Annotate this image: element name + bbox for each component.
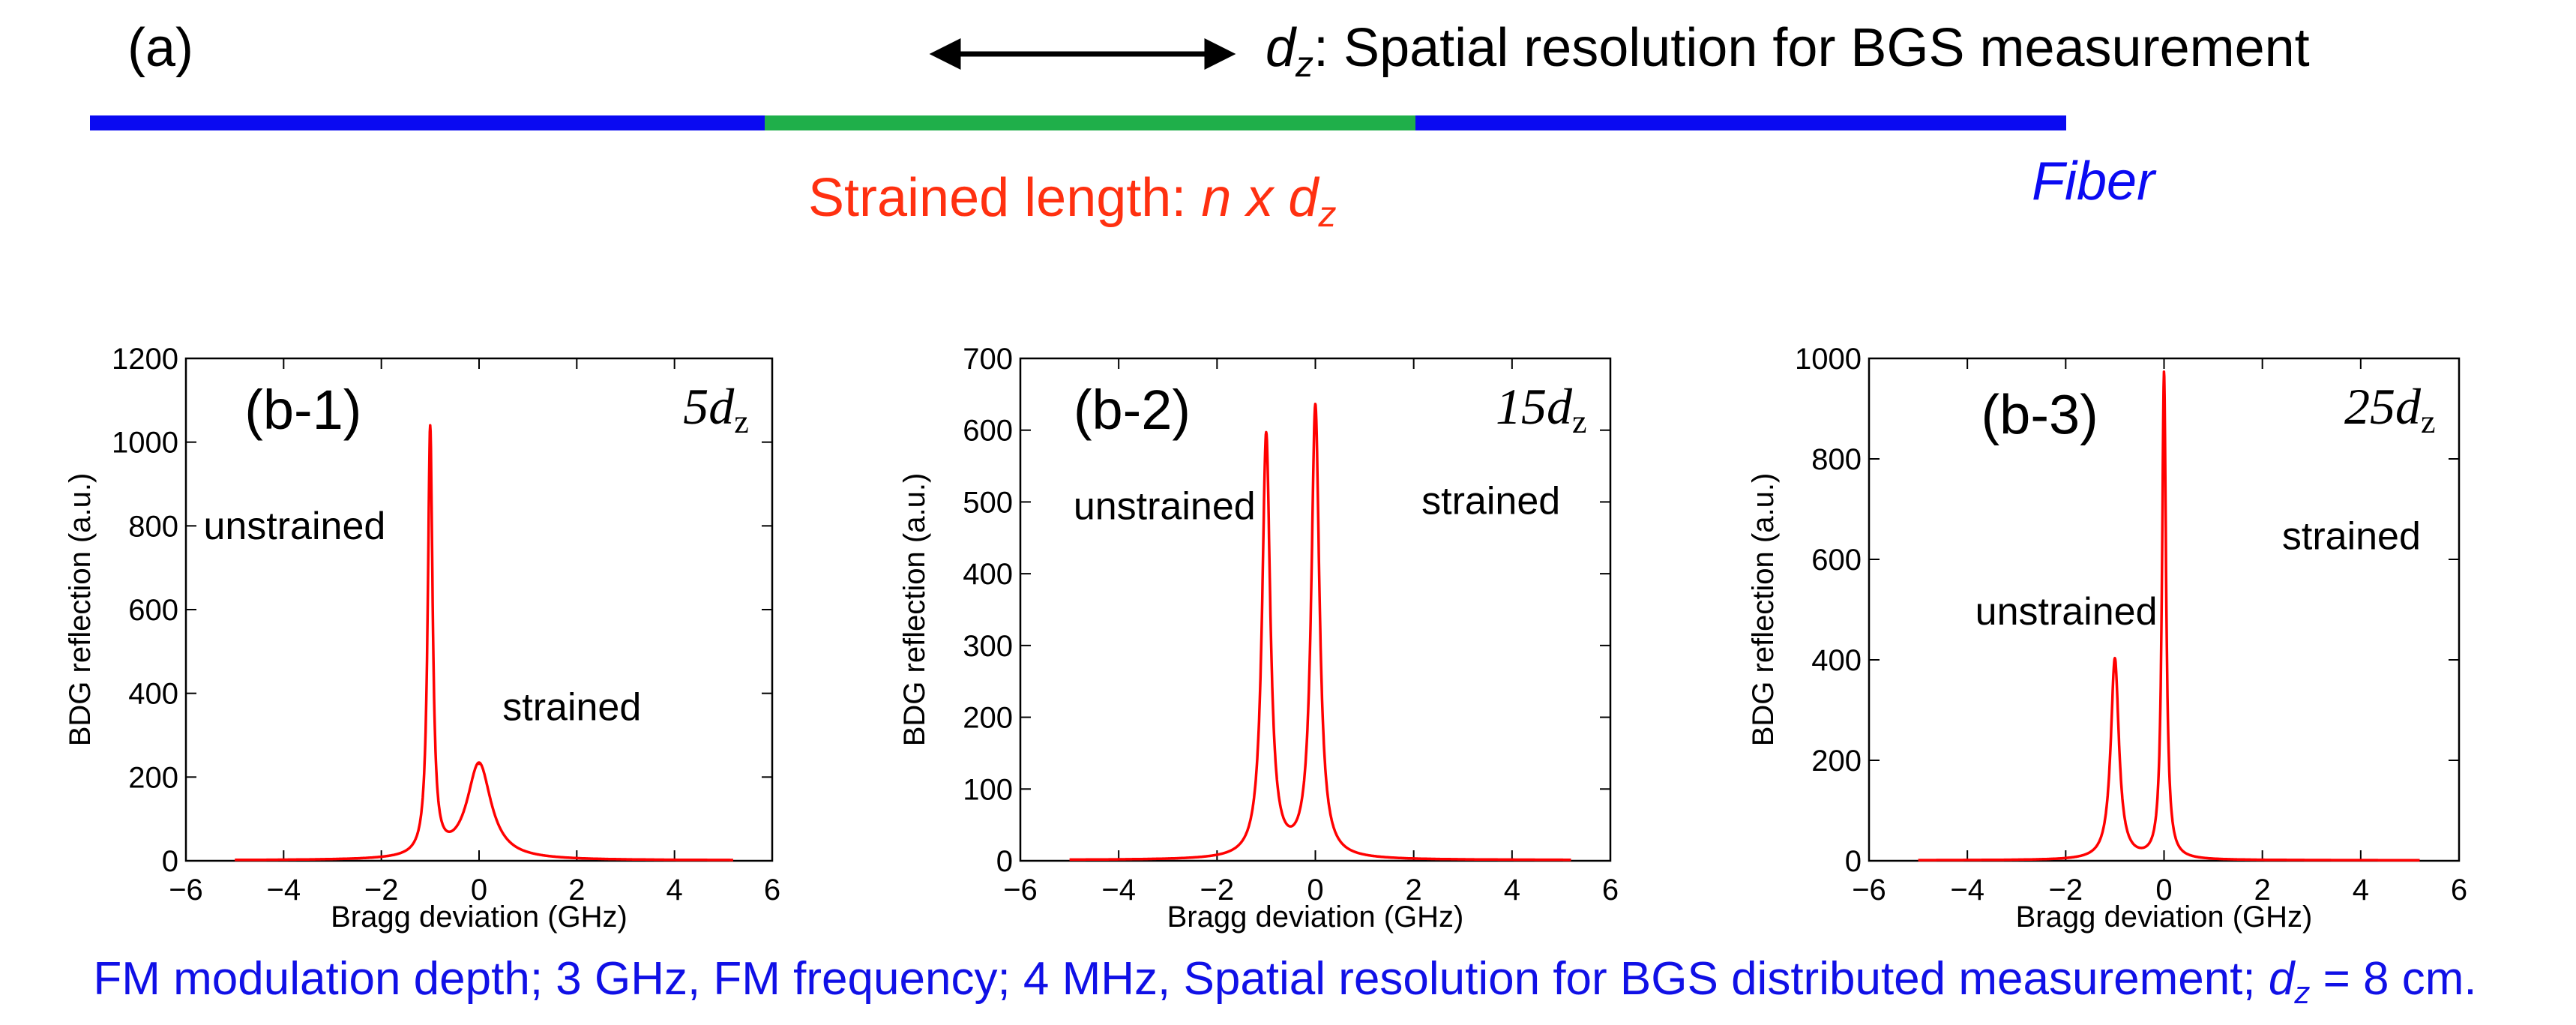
- x-tick-label-b3: 0: [2155, 874, 2172, 907]
- y-tick-label-b2: 0: [996, 845, 1013, 878]
- y-tick-label-b1: 200: [128, 761, 178, 794]
- y-axis-label-b2: BDG reflection (a.u.): [898, 473, 931, 747]
- resolution-text: : Spatial resolution for BGS measurement: [1313, 18, 2310, 78]
- y-tick-label-b3: 400: [1811, 644, 1862, 677]
- y-tick-label-b2: 200: [963, 702, 1013, 735]
- x-tick-label-b1: −2: [364, 874, 399, 907]
- x-tick-label-b3: −2: [2049, 874, 2083, 907]
- x-tick-label-b1: −4: [267, 874, 301, 907]
- y-tick-label-b1: 800: [128, 510, 178, 543]
- annotation-unstrained-b3: unstrained: [1975, 590, 2158, 634]
- peak-point-unstrained-b3: [2113, 658, 2116, 661]
- chart-b3: −6 −4 −2 0 2 4 6 0 200 400 600 800 1000 Bragg deviati…: [1747, 343, 2467, 934]
- resolution-subscript: z: [1295, 45, 1313, 85]
- x-tick-label-b2: 2: [1406, 874, 1422, 907]
- y-tick-label-b2: 700: [963, 343, 1013, 376]
- caption-symbol: d: [2269, 953, 2296, 1005]
- y-tick-label-b3: 600: [1811, 544, 1862, 577]
- caption-suffix: = 8 cm.: [2310, 953, 2476, 1005]
- chart-b1: −6 −4 −2 0 2 4 6 0 200 400 600 800 1000 1200 Bragg dev…: [64, 343, 780, 934]
- y-tick-label-b1: 600: [128, 594, 178, 627]
- strained-length-subscript: z: [1317, 195, 1336, 235]
- y-tick-label-b1: 400: [128, 678, 178, 711]
- y-axis-label-b1: BDG reflection (a.u.): [64, 473, 97, 747]
- y-tick-label-b2: 600: [963, 415, 1013, 448]
- y-tick-label-b2: 300: [963, 630, 1013, 663]
- y-tick-label-b3: 800: [1811, 443, 1862, 476]
- x-tick-label-b3: −4: [1950, 874, 1984, 907]
- x-tick-label-b2: 0: [1307, 874, 1323, 907]
- length-label-b2: 15dz: [1496, 378, 1587, 440]
- y-tick-label-b2: 100: [963, 773, 1013, 806]
- panel-label-b2: (b-2): [1074, 379, 1191, 441]
- strained-length-label: Strained length: n x dz: [808, 168, 1336, 235]
- y-tick-label-b3: 0: [1845, 845, 1862, 878]
- annotation-strained-b1: strained: [502, 685, 641, 729]
- annotation-unstrained-b1: unstrained: [203, 505, 385, 548]
- length-label-b1: 5dz: [683, 378, 749, 440]
- caption-text: FM modulation depth; 3 GHz, FM frequency…: [93, 953, 2268, 1005]
- figure-caption: FM modulation depth; 3 GHz, FM frequency…: [93, 953, 2476, 1010]
- peak-point-strained-b1: [478, 763, 481, 766]
- y-tick-label-b2: 400: [963, 558, 1013, 591]
- caption-subscript: z: [2293, 975, 2310, 1010]
- resolution-symbol: d: [1266, 18, 1297, 78]
- strained-length-text: Strained length:: [808, 168, 1201, 228]
- y-tick-label-b1: 0: [162, 845, 178, 878]
- panel-label-b3: (b-3): [1981, 384, 2098, 446]
- x-axis-label-b2: Bragg deviation (GHz): [1167, 901, 1464, 934]
- x-tick-label-b1: 4: [666, 874, 683, 907]
- x-axis-label-b3: Bragg deviation (GHz): [2016, 901, 2313, 934]
- annotation-strained-b3: strained: [2282, 515, 2421, 559]
- bdg-trace-b2: [1068, 402, 1572, 862]
- x-tick-label-b1: 2: [568, 874, 585, 907]
- y-tick-label-b1: 1000: [112, 427, 178, 460]
- resolution-legend: dz: Spatial resolution for BGS measureme…: [1266, 18, 2310, 85]
- strained-length-formula: n x d: [1201, 168, 1319, 228]
- x-tick-label-b1: 0: [471, 874, 487, 907]
- peak-point-unstrained-b1: [429, 432, 432, 435]
- chart-b2: −6 −4 −2 0 2 4 6 0 100 200 300 400 500 600 700 Bragg de…: [898, 343, 1619, 934]
- x-tick-label-b2: −4: [1101, 874, 1136, 907]
- x-axis-label-b1: Bragg deviation (GHz): [331, 901, 628, 934]
- x-tick-label-b1: 6: [764, 874, 780, 907]
- annotation-unstrained-b2: unstrained: [1074, 484, 1256, 528]
- x-tick-label-b2: 4: [1504, 874, 1520, 907]
- schematic-panel: (a) dz: Spatial resolution for BGS measu…: [90, 18, 2310, 235]
- peak-point-strained-b2: [1314, 406, 1316, 409]
- y-tick-label-b3: 200: [1811, 745, 1862, 778]
- peak-point-strained-b3: [2163, 371, 2165, 374]
- y-tick-label-b1: 1200: [112, 343, 178, 376]
- fiber-label: Fiber: [2032, 151, 2157, 211]
- x-tick-label-b2: −6: [1003, 874, 1038, 907]
- x-tick-label-b3: 4: [2353, 874, 2369, 907]
- length-label-b3: 25dz: [2344, 378, 2436, 440]
- x-tick-label-b1: −6: [169, 874, 203, 907]
- schematic-panel-label: (a): [127, 18, 193, 78]
- y-axis-label-b3: BDG reflection (a.u.): [1747, 473, 1780, 747]
- bdg-trace-b1: [233, 424, 735, 862]
- x-tick-label-b3: −6: [1852, 874, 1886, 907]
- x-tick-label-b3: 6: [2451, 874, 2467, 907]
- y-tick-label-b3: 1000: [1795, 343, 1862, 376]
- x-tick-label-b3: 2: [2254, 874, 2271, 907]
- peak-point-unstrained-b2: [1265, 435, 1268, 438]
- x-tick-label-b2: 6: [1602, 874, 1619, 907]
- x-tick-label-b2: −2: [1200, 874, 1235, 907]
- panel-label-b1: (b-1): [244, 379, 361, 441]
- annotation-strained-b2: strained: [1421, 480, 1560, 523]
- bdg-trace-b3: [1917, 370, 2421, 862]
- y-tick-label-b2: 500: [963, 486, 1013, 519]
